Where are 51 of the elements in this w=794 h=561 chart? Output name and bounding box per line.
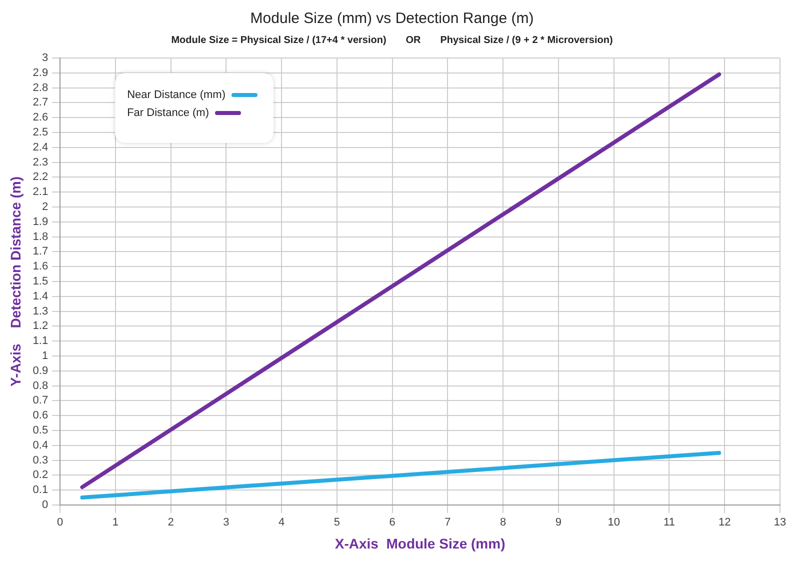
y-tick-label: 2.8 [32, 82, 48, 94]
x-tick-label: 1 [112, 516, 119, 529]
y-tick-label: 1.3 [32, 305, 48, 318]
y-tick-label: 2.7 [32, 96, 48, 109]
x-tick-label: 0 [57, 516, 64, 529]
x-tick-label: 4 [278, 516, 285, 529]
x-axis-title: X-Axis Module Size (mm) [334, 535, 506, 552]
y-tick-label: 0.5 [32, 424, 48, 437]
y-tick-label: 1.7 [32, 246, 48, 258]
y-tick-label: 0.2 [32, 469, 48, 482]
chart-title: Module Size (mm) vs Detection Range (m) [250, 10, 534, 28]
y-tick-label: 2.5 [32, 126, 48, 139]
y-tick-label: 2 [42, 201, 48, 214]
y-tick-label: 0.3 [32, 454, 48, 466]
x-tick-label: 9 [555, 516, 562, 529]
legend-label: Far Distance (m) [127, 107, 209, 120]
x-tick-label: 8 [500, 516, 506, 529]
x-tick-label: 5 [334, 516, 340, 529]
y-tick-label: 1 [42, 350, 48, 362]
y-tick-label: 0 [42, 499, 48, 512]
y-tick-label: 3 [42, 52, 48, 64]
y-tick-label: 0.7 [32, 394, 48, 407]
x-tick-label: 13 [774, 516, 786, 529]
y-tick-label: 2.9 [32, 66, 48, 79]
y-tick-label: 1.5 [32, 276, 48, 288]
y-tick-label: 2.1 [32, 186, 48, 198]
y-axis-title: Y-Axis Detection Distance (m) [7, 176, 24, 387]
x-tick-label: 12 [718, 516, 731, 529]
y-tick-label: 0.9 [32, 364, 48, 377]
chart-subtitle: Module Size = Physical Size / (17+4 * version) OR Physical Size / (9 + 2 * Microversion) [171, 34, 613, 46]
x-tick-label: 11 [664, 516, 675, 529]
x-tick-label: 10 [608, 516, 620, 529]
y-tick-label: 1.1 [32, 335, 48, 348]
y-tick-label: 0.1 [32, 484, 48, 496]
x-tick-label: 3 [223, 516, 230, 529]
y-tick-label: 1.2 [32, 320, 48, 332]
y-tick-label: 0.6 [32, 410, 48, 422]
y-tick-label: 0.4 [32, 439, 48, 452]
y-tick-label: 2.2 [32, 171, 48, 184]
y-tick-label: 2.6 [32, 112, 48, 124]
x-tick-label: 7 [444, 516, 451, 529]
y-tick-label: 2.3 [32, 156, 48, 168]
y-tick-label: 2.4 [32, 141, 48, 154]
legend-label: Near Distance (mm) [127, 89, 226, 102]
y-tick-label: 0.8 [32, 380, 48, 392]
y-tick-label: 1.8 [32, 230, 48, 243]
x-tick-label: 2 [168, 516, 174, 529]
y-tick-label: 1.4 [32, 290, 48, 302]
x-tick-label: 6 [389, 516, 396, 529]
y-tick-label: 1.6 [32, 260, 48, 273]
y-tick-label: 1.9 [32, 216, 48, 228]
